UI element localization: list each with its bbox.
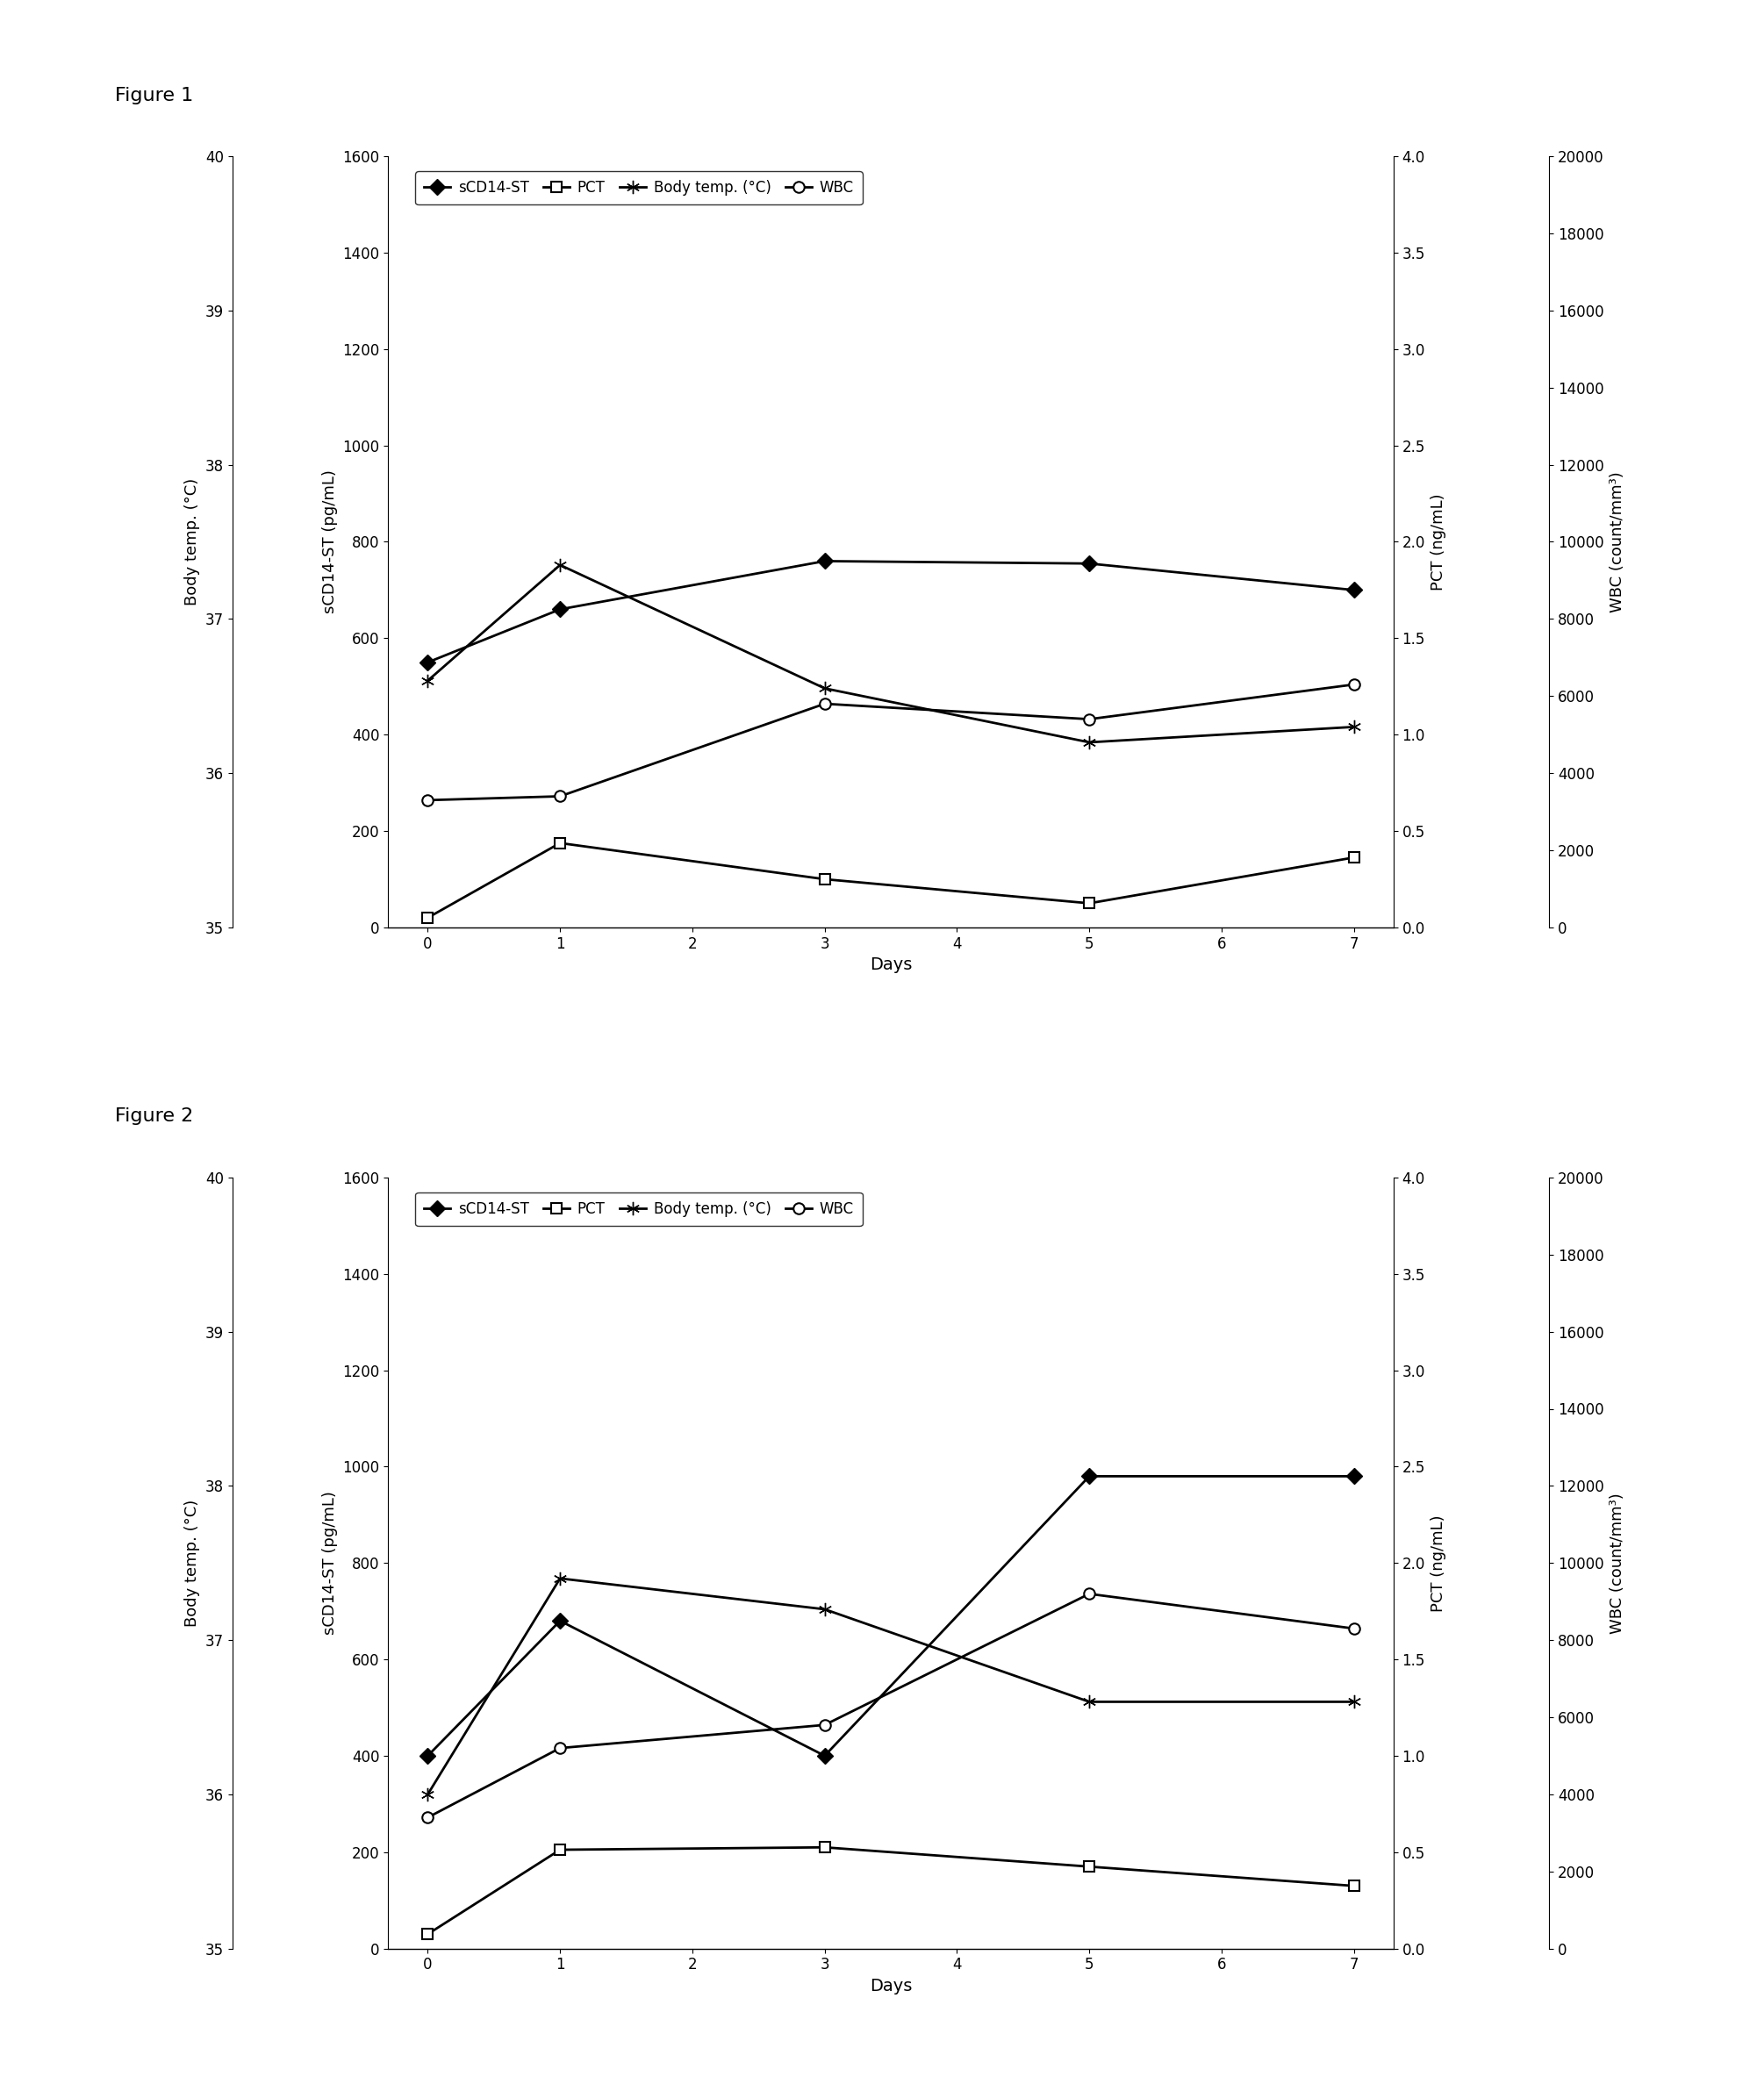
Y-axis label: PCT (ng/mL): PCT (ng/mL) [1431, 494, 1446, 590]
Y-axis label: WBC (count/mm³): WBC (count/mm³) [1609, 1492, 1625, 1634]
Text: Figure 1: Figure 1 [115, 88, 192, 104]
Y-axis label: PCT (ng/mL): PCT (ng/mL) [1431, 1515, 1446, 1611]
Text: Figure 2: Figure 2 [115, 1109, 192, 1125]
X-axis label: Days: Days [870, 1978, 912, 1994]
Legend: sCD14-ST, PCT, Body temp. (°C), WBC: sCD14-ST, PCT, Body temp. (°C), WBC [416, 171, 863, 204]
Legend: sCD14-ST, PCT, Body temp. (°C), WBC: sCD14-ST, PCT, Body temp. (°C), WBC [416, 1192, 863, 1225]
Y-axis label: WBC (count/mm³): WBC (count/mm³) [1609, 471, 1625, 613]
X-axis label: Days: Days [870, 957, 912, 973]
Y-axis label: Body temp. (°C): Body temp. (°C) [185, 477, 201, 606]
Y-axis label: Body temp. (°C): Body temp. (°C) [185, 1498, 201, 1628]
Y-axis label: sCD14-ST (pg/mL): sCD14-ST (pg/mL) [321, 1492, 337, 1634]
Y-axis label: sCD14-ST (pg/mL): sCD14-ST (pg/mL) [321, 469, 337, 613]
